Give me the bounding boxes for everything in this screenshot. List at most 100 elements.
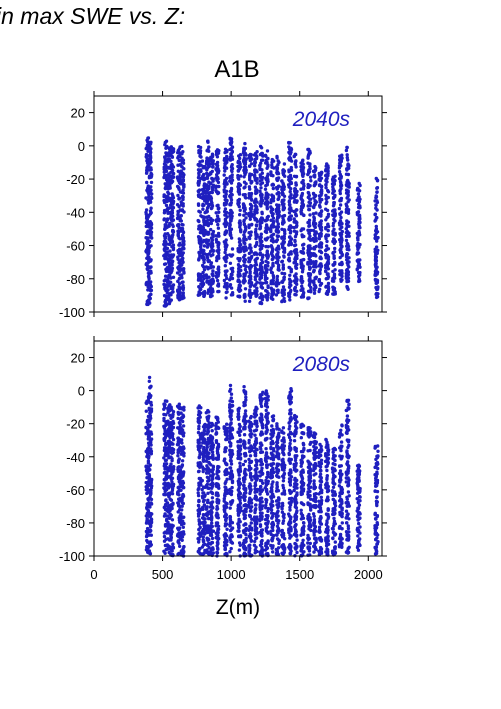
data-point — [269, 198, 273, 202]
data-point — [254, 227, 258, 232]
data-point — [287, 235, 292, 239]
data-point — [229, 196, 233, 200]
data-point — [196, 144, 201, 149]
data-point — [206, 291, 210, 295]
data-point — [176, 289, 180, 293]
data-point — [307, 279, 311, 283]
data-point — [258, 227, 262, 231]
data-point — [254, 251, 258, 255]
data-point — [225, 286, 229, 291]
data-point — [166, 288, 170, 292]
data-point — [255, 170, 259, 174]
data-point — [249, 250, 253, 254]
data-point — [166, 419, 170, 423]
data-point — [237, 167, 242, 171]
data-point — [338, 272, 342, 277]
data-point — [266, 226, 270, 230]
data-point — [244, 168, 248, 172]
data-point — [324, 256, 328, 260]
data-point — [205, 469, 209, 473]
data-point — [355, 212, 360, 217]
data-point — [199, 483, 203, 487]
data-point — [197, 173, 201, 177]
data-point — [332, 279, 336, 283]
data-point — [177, 209, 181, 214]
data-point — [289, 267, 293, 272]
data-point — [170, 435, 175, 439]
data-point — [318, 226, 323, 231]
data-point — [197, 424, 201, 429]
data-point — [144, 534, 149, 539]
data-point — [215, 148, 220, 152]
data-point — [167, 301, 172, 306]
data-point — [228, 471, 232, 475]
data-point — [208, 293, 213, 298]
data-point — [306, 272, 311, 276]
data-point — [163, 234, 167, 239]
data-point — [248, 270, 252, 274]
data-point — [215, 551, 220, 555]
data-point — [180, 246, 185, 251]
data-point — [307, 283, 312, 287]
data-point — [223, 232, 227, 237]
data-point — [202, 165, 206, 170]
data-point — [169, 298, 173, 302]
data-point — [259, 186, 263, 190]
data-point — [223, 542, 228, 546]
data-point — [324, 227, 328, 231]
data-point — [255, 286, 259, 290]
data-point — [258, 281, 262, 285]
data-point — [269, 228, 273, 233]
data-point — [217, 217, 221, 221]
data-point — [198, 154, 202, 158]
data-point — [169, 174, 174, 178]
data-point — [340, 153, 344, 157]
data-point — [282, 228, 287, 233]
data-point — [314, 239, 318, 243]
data-point — [179, 219, 183, 223]
data-point — [345, 180, 349, 184]
data-point — [301, 178, 305, 183]
data-point — [333, 268, 337, 272]
data-point — [171, 246, 176, 250]
data-point — [264, 154, 268, 158]
data-point — [201, 226, 205, 230]
data-point — [170, 470, 174, 474]
data-point — [243, 185, 247, 189]
data-point — [345, 257, 349, 262]
data-point — [200, 487, 204, 492]
data-point — [210, 204, 215, 208]
data-point — [149, 488, 153, 493]
data-point — [248, 284, 252, 289]
data-point — [200, 188, 205, 192]
data-point — [346, 162, 350, 166]
data-point — [230, 247, 235, 251]
data-point — [293, 239, 297, 244]
data-point — [177, 282, 182, 286]
data-point — [162, 514, 167, 518]
data-point — [214, 431, 219, 436]
data-point — [339, 176, 343, 180]
data-point — [224, 462, 228, 466]
data-point — [228, 211, 232, 216]
data-point — [176, 193, 180, 198]
data-point — [170, 235, 174, 240]
data-point — [263, 281, 268, 285]
data-point — [176, 279, 180, 284]
data-point — [198, 254, 202, 258]
data-point — [179, 253, 184, 258]
data-point — [147, 188, 151, 192]
y-tick-label: -40 — [66, 205, 85, 220]
data-point — [242, 293, 246, 297]
data-point — [375, 200, 380, 205]
data-point — [288, 279, 292, 283]
data-point — [162, 262, 167, 266]
data-point — [258, 189, 262, 193]
data-point — [225, 428, 229, 432]
data-point — [176, 454, 180, 458]
data-point — [214, 237, 218, 242]
data-point — [162, 248, 167, 252]
data-point — [258, 163, 262, 168]
data-point — [170, 506, 174, 511]
data-point — [228, 448, 232, 452]
